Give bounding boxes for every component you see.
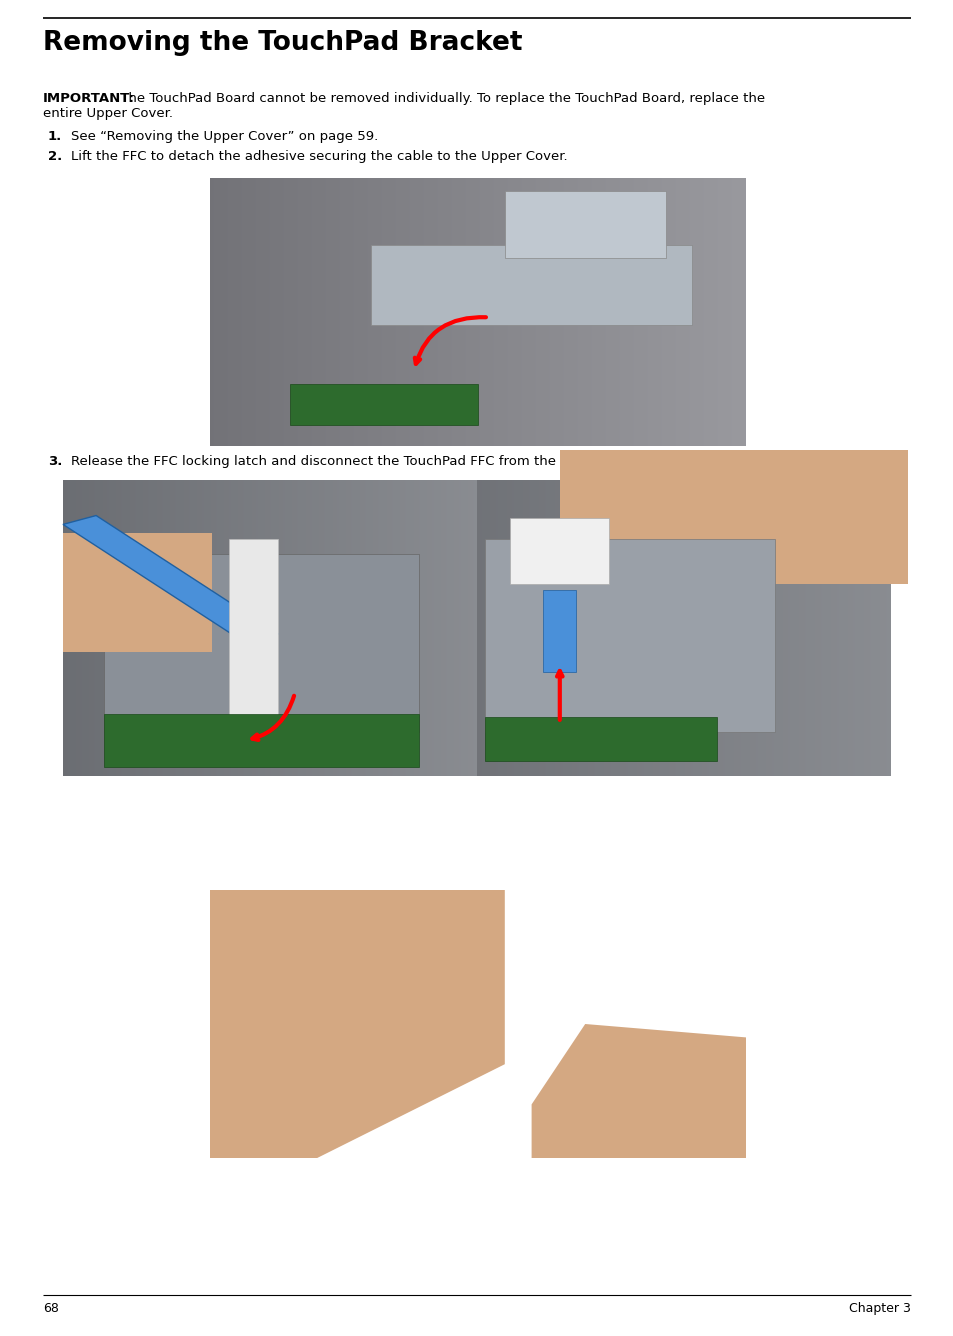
Text: See “Removing the Upper Cover” on page 59.: See “Removing the Upper Cover” on page 5…	[71, 130, 377, 143]
Text: 2.: 2.	[48, 150, 62, 163]
Polygon shape	[63, 516, 278, 643]
Text: 68: 68	[43, 1303, 59, 1315]
Text: entire Upper Cover.: entire Upper Cover.	[43, 107, 172, 120]
Text: The TouchPad Board cannot be removed individually. To replace the TouchPad Board: The TouchPad Board cannot be removed ind…	[116, 92, 764, 106]
Bar	[290, 385, 477, 425]
Text: 1.: 1.	[48, 130, 62, 143]
Polygon shape	[531, 1023, 745, 1158]
Text: Lift the FFC to detach the adhesive securing the cable to the Upper Cover.: Lift the FFC to detach the adhesive secu…	[71, 150, 567, 163]
Bar	[542, 589, 576, 672]
Bar	[504, 191, 665, 258]
Bar	[485, 717, 717, 762]
Bar	[104, 713, 418, 767]
Text: 3.: 3.	[48, 456, 62, 468]
Bar	[104, 554, 418, 732]
Bar	[510, 518, 609, 584]
Bar	[559, 450, 906, 584]
Bar	[371, 244, 692, 326]
Polygon shape	[210, 890, 504, 1158]
Text: Chapter 3: Chapter 3	[848, 1303, 910, 1315]
Bar	[63, 533, 212, 652]
Bar	[485, 540, 774, 732]
Text: Removing the TouchPad Bracket: Removing the TouchPad Bracket	[43, 29, 522, 56]
Text: IMPORTANT:: IMPORTANT:	[43, 92, 135, 106]
Bar	[229, 540, 278, 717]
Text: Release the FFC locking latch and disconnect the TouchPad FFC from the cover.: Release the FFC locking latch and discon…	[71, 456, 599, 468]
